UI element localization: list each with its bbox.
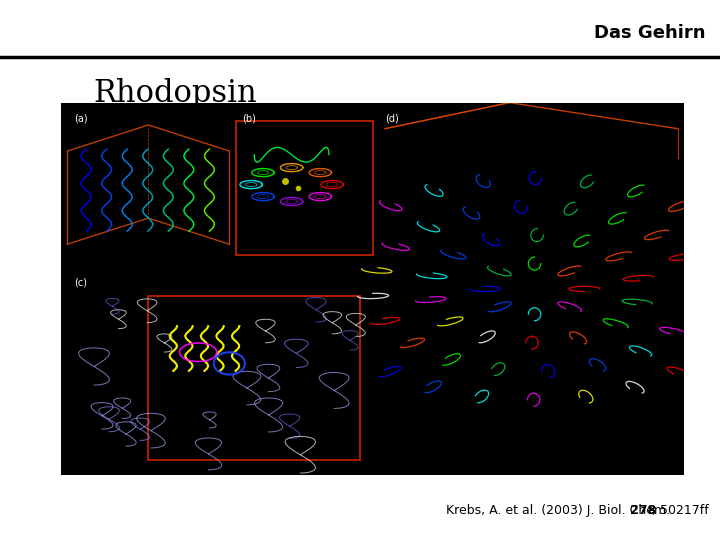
Text: (a): (a) [73,114,87,124]
Text: , 50217ff: , 50217ff [652,504,708,517]
Bar [148,296,360,460]
Text: Das Gehirn: Das Gehirn [594,24,706,42]
FancyBboxPatch shape [61,103,684,475]
Text: 278: 278 [630,504,656,517]
Text: (b): (b) [242,114,256,124]
Bar [235,122,373,255]
Text: (c): (c) [73,278,86,288]
Text: (d): (d) [385,114,399,124]
Text: Krebs, A. et al. (2003) J. Biol. Chem.: Krebs, A. et al. (2003) J. Biol. Chem. [446,504,675,517]
Text: Rhodopsin: Rhodopsin [94,78,257,109]
